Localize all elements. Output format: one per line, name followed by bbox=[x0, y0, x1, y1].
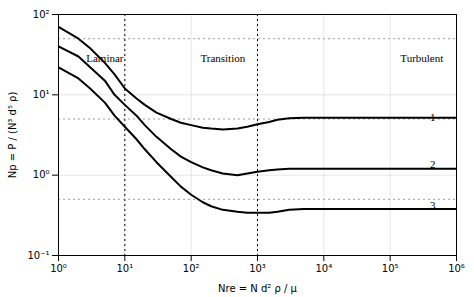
svg-text:10⁴: 10⁴ bbox=[315, 263, 332, 274]
svg-text:10²: 10² bbox=[183, 263, 200, 274]
svg-text:Laminar: Laminar bbox=[86, 52, 124, 64]
svg-text:10⁻¹: 10⁻¹ bbox=[27, 250, 49, 261]
svg-text:2: 2 bbox=[430, 158, 436, 170]
svg-text:10⁵: 10⁵ bbox=[382, 263, 399, 274]
svg-text:Transition: Transition bbox=[200, 52, 245, 64]
svg-text:10⁰: 10⁰ bbox=[50, 263, 67, 274]
svg-text:10¹: 10¹ bbox=[33, 89, 50, 100]
svg-text:1: 1 bbox=[430, 111, 436, 123]
svg-text:Np = P / (N³ d⁵ ρ): Np = P / (N³ d⁵ ρ) bbox=[7, 92, 18, 179]
svg-text:Nre = N d² ρ / μ: Nre = N d² ρ / μ bbox=[218, 283, 298, 294]
svg-text:10³: 10³ bbox=[249, 263, 266, 274]
svg-text:3: 3 bbox=[430, 199, 436, 211]
svg-text:10⁶: 10⁶ bbox=[448, 263, 465, 274]
svg-text:10⁰: 10⁰ bbox=[33, 169, 50, 180]
svg-text:Turbulent: Turbulent bbox=[400, 52, 443, 64]
svg-text:10²: 10² bbox=[33, 9, 50, 20]
svg-text:10¹: 10¹ bbox=[116, 263, 133, 274]
